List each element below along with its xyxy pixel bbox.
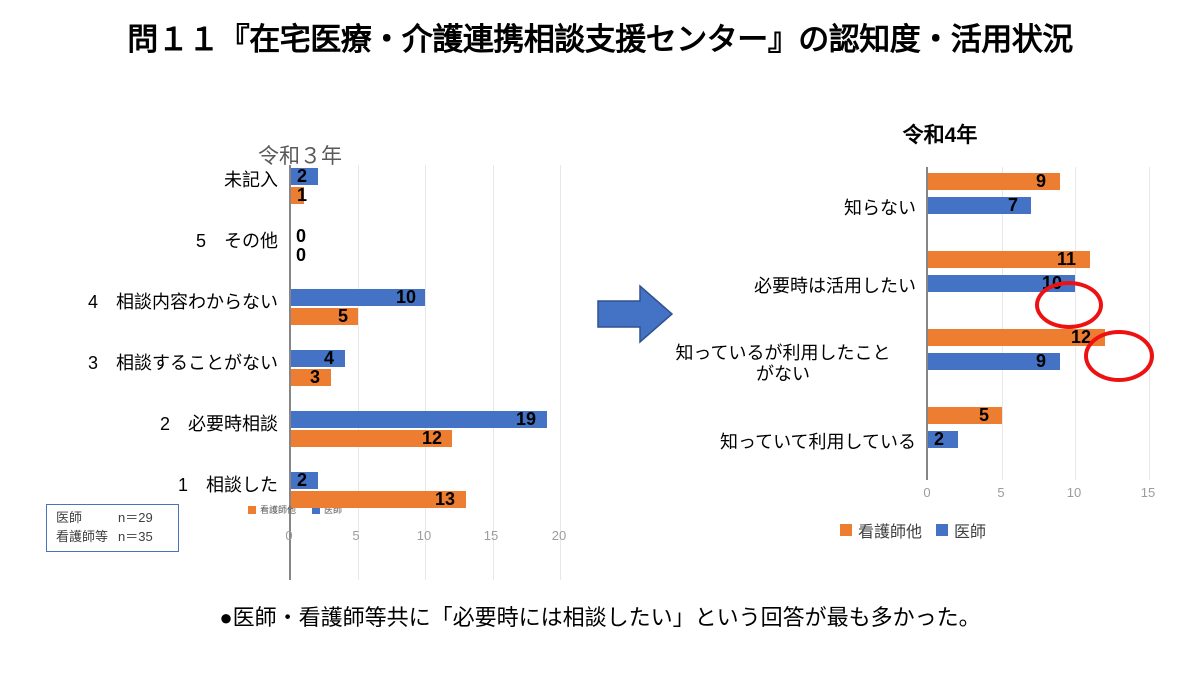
chart-reiwa3: 令和３年 2 1 0 0 10 5 4 3	[0, 60, 600, 580]
bar-value-label: 2	[297, 166, 308, 186]
axis-tick: 0	[923, 485, 931, 500]
bar-value-label: 10	[396, 287, 417, 307]
right-chart-legend: 看護師他 医師	[840, 518, 1000, 542]
flow-arrow-icon	[596, 283, 674, 345]
category-label: 知っているが利用したこと がない	[675, 343, 891, 385]
bar-orange	[291, 430, 452, 447]
bar-blue	[928, 275, 1075, 292]
gridline	[493, 165, 494, 580]
bar-orange	[928, 251, 1090, 268]
sample-size-row: 医師 n＝29	[56, 509, 178, 528]
bar-value-label: 5	[979, 405, 990, 425]
legend-label: 医師	[954, 524, 987, 541]
bar-value-label: 13	[435, 489, 456, 509]
bar-blue	[291, 411, 547, 428]
bar-value-label: 2	[934, 429, 945, 449]
bar-value-label: 12	[1071, 327, 1092, 347]
sample-size-value: n＝35	[118, 528, 153, 544]
legend-item: 看護師他	[248, 503, 296, 516]
bar-blue	[928, 431, 958, 448]
bar-orange	[291, 187, 304, 204]
legend-item: 医師	[936, 518, 986, 542]
legend-swatch-blue-icon	[312, 505, 321, 514]
category-label: 5 その他	[195, 231, 278, 251]
bar-orange	[291, 491, 466, 508]
gridline	[425, 165, 426, 580]
legend-label: 看護師他	[858, 524, 923, 541]
page-title: 問１１『在宅医療・介護連携相談支援センター』の認知度・活用状況	[127, 22, 1073, 57]
axis-tick: 10	[416, 528, 432, 543]
left-chart-legend: 看護師他 医師	[248, 503, 358, 516]
sample-size-key: 看護師等	[56, 528, 109, 544]
category-label: 3 相談することがない	[87, 353, 278, 373]
bar-value-label: 5	[338, 306, 349, 326]
bar-value-label: 1	[297, 185, 308, 205]
sample-size-value: n＝29	[118, 510, 153, 525]
bar-orange	[928, 173, 1060, 190]
bar-blue	[291, 472, 318, 489]
category-label: 未記入	[224, 170, 278, 190]
axis-tick: 15	[483, 528, 499, 543]
sample-size-key: 医師	[56, 510, 83, 525]
category-label: 4 相談内容わからない	[87, 292, 278, 312]
right-plot-area: 9 7 11 10 12 9 5 2	[926, 167, 1150, 480]
sample-size-box: 医師 n＝29 看護師等 n＝35	[46, 504, 179, 552]
left-plot-area: 2 1 0 0 10 5 4 3 19 12	[289, 165, 561, 580]
legend-swatch-orange-icon	[248, 505, 256, 514]
bar-value-label: 4	[324, 348, 335, 368]
highlight-circle-10	[1035, 281, 1103, 329]
category-label: 必要時は活用したい	[754, 276, 916, 296]
legend-label: 看護師他	[260, 505, 297, 515]
bar-blue	[291, 350, 345, 367]
category-label: 知らない	[844, 198, 916, 218]
category-label: 1 相談した	[177, 475, 278, 495]
gridline	[1002, 167, 1003, 480]
highlight-circle-12	[1084, 330, 1154, 382]
legend-item: 医師	[312, 503, 342, 516]
bar-value-label: 0	[296, 245, 307, 265]
bar-value-label: 7	[1008, 195, 1019, 215]
axis-tick: 20	[551, 528, 567, 543]
category-label: 知っていて利用している	[719, 432, 916, 452]
gridline	[1149, 167, 1150, 480]
category-label: 2 必要時相談	[159, 414, 278, 434]
axis-tick: 5	[352, 528, 360, 543]
legend-swatch-blue-icon	[936, 524, 949, 536]
sample-size-row: 看護師等 n＝35	[56, 528, 178, 547]
bar-value-label: 9	[1036, 171, 1047, 191]
bar-orange	[928, 407, 1002, 424]
bar-blue	[928, 353, 1060, 370]
bar-value-label: 12	[422, 428, 443, 448]
bar-value-label: 9	[1036, 351, 1047, 371]
bar-blue	[291, 168, 318, 185]
right-chart-title: 令和4年	[902, 124, 978, 147]
bar-value-label: 3	[310, 367, 321, 387]
bar-value-label: 0	[296, 226, 307, 246]
legend-item: 看護師他	[840, 518, 922, 542]
chart-reiwa4: 令和4年 9 7 11 10 12 9 5	[640, 110, 1200, 540]
bar-value-label: 2	[297, 470, 308, 490]
left-chart-subtitle: 令和３年	[258, 145, 342, 168]
bar-orange	[291, 369, 331, 386]
bar-orange	[291, 308, 358, 325]
legend-swatch-orange-icon	[840, 524, 852, 536]
bar-blue	[928, 197, 1031, 214]
legend-label: 医師	[324, 505, 343, 515]
axis-tick: 5	[997, 485, 1005, 500]
bar-value-label: 19	[516, 409, 537, 429]
bar-orange	[928, 329, 1105, 346]
bar-value-label: 11	[1057, 249, 1077, 269]
axis-tick: 0	[285, 528, 293, 543]
gridline	[358, 165, 359, 580]
gridline	[560, 165, 561, 580]
bar-blue	[291, 289, 425, 306]
axis-tick: 10	[1066, 485, 1082, 500]
axis-tick: 15	[1140, 485, 1156, 500]
summary-caption: ●医師・看護師等共に「必要時には相談したい」という回答が最も多かった。	[219, 605, 981, 630]
